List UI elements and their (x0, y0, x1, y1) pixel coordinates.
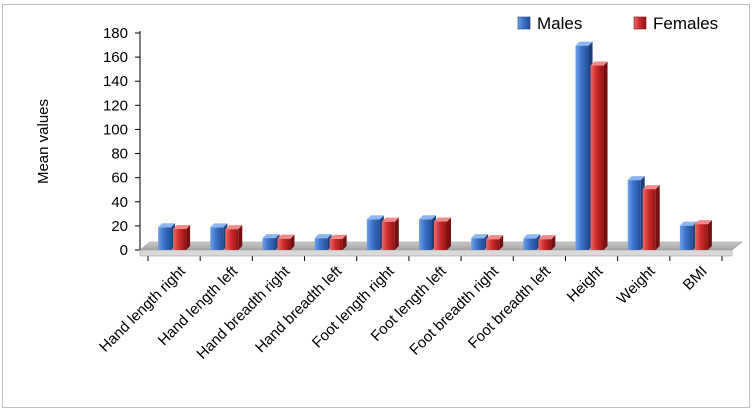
legend-label: Males (537, 14, 582, 33)
bar-top (523, 234, 541, 239)
bar-top (173, 225, 191, 230)
y-tick-label: 140 (103, 73, 128, 90)
bar-side (342, 234, 347, 250)
x-category-label: Height (564, 262, 607, 305)
y-tick-label: 80 (111, 146, 128, 163)
bar-males (471, 238, 485, 250)
bar-side (707, 220, 712, 250)
bar-side (447, 217, 451, 250)
bar-side (394, 217, 399, 250)
bar-top (225, 225, 243, 230)
x-category-label: Hand length right (96, 262, 189, 355)
x-category-label: Hand breadth right (193, 262, 293, 362)
bar-top (694, 220, 712, 225)
bar-side (603, 61, 608, 250)
bar-side (551, 235, 556, 250)
bar-males (366, 219, 380, 250)
y-tick-label: 120 (103, 97, 128, 114)
bar-top (434, 217, 451, 222)
y-tick-label: 180 (103, 25, 128, 42)
x-category-label: Weight (614, 262, 659, 307)
bar-top (210, 223, 228, 228)
bar-top (158, 223, 176, 228)
y-tick-label: 40 (111, 194, 128, 211)
bar-males (523, 238, 537, 250)
bar-females (642, 189, 656, 250)
bar-females (538, 239, 552, 250)
y-tick-label: 60 (111, 170, 128, 187)
bar-top (642, 185, 660, 190)
y-tick-label: 100 (103, 121, 128, 138)
y-axis-title: Mean values (35, 99, 52, 184)
legend-swatch (633, 16, 647, 30)
bar-males (210, 227, 224, 250)
bar-males (679, 225, 693, 250)
bar-males (627, 180, 641, 250)
x-category-label: Foot breadth right (406, 262, 502, 358)
x-axis-line (139, 249, 733, 257)
bar-top (366, 215, 384, 220)
bar-side (290, 234, 295, 250)
bar-top (471, 234, 489, 239)
bar-top (679, 221, 697, 226)
legend-label: Females (653, 14, 718, 33)
bar-side (238, 225, 243, 250)
bar-females (277, 238, 291, 250)
legend-swatch (517, 16, 531, 30)
bar-females (694, 224, 708, 250)
bar-top (419, 215, 436, 220)
bar-males (419, 219, 432, 250)
bar-females (173, 229, 187, 250)
bar-top (329, 234, 347, 239)
bar-top (262, 234, 280, 239)
chart-frame (2, 4, 750, 408)
bar-females (329, 238, 343, 250)
bar-top (590, 61, 608, 66)
bar-females (434, 221, 447, 250)
bar-side (655, 185, 660, 250)
bar-side (186, 225, 191, 250)
bar-males (158, 227, 172, 250)
bar-males (575, 45, 589, 251)
bar-side (499, 235, 504, 250)
bar-females (225, 229, 239, 250)
bar-top (538, 235, 556, 240)
bar-females (486, 239, 500, 250)
bar-males (314, 238, 328, 250)
bar-males (262, 238, 276, 250)
x-category-label: Hand breadth left (252, 262, 346, 356)
y-tick-label: 160 (103, 49, 128, 66)
bar-top (627, 176, 645, 181)
bar-females (590, 65, 604, 250)
bar-females (381, 221, 395, 250)
bar-top (381, 217, 399, 222)
x-category-label: BMI (680, 263, 711, 294)
bar-top (575, 41, 593, 46)
y-tick-label: 0 (120, 242, 128, 259)
bar-top (314, 234, 332, 239)
y-tick-label: 20 (111, 218, 128, 235)
bar-top (277, 234, 295, 239)
bar-top (486, 235, 504, 240)
